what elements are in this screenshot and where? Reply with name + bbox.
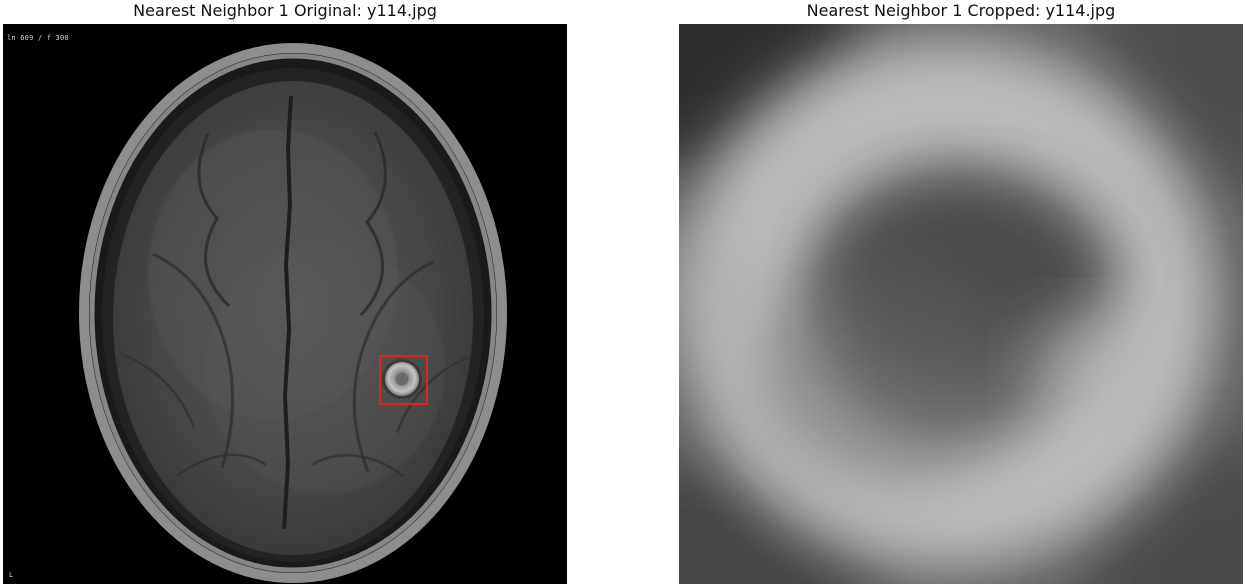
original-mri-image: ln 609 / f 300 L (3, 24, 567, 584)
image-overlay-top-text: ln 609 / f 300 (7, 34, 69, 42)
cropped-mri-image (679, 24, 1243, 584)
original-mri-svg (3, 24, 567, 584)
cropped-image-title: Nearest Neighbor 1 Cropped: y114.jpg (806, 1, 1116, 20)
cropped-mri-svg (679, 24, 1243, 584)
image-overlay-bottom-text: L (9, 571, 14, 579)
original-image-panel: Nearest Neighbor 1 Original: y114.jpg (3, 0, 567, 584)
cropped-image-panel: Nearest Neighbor 1 Cropped: y114.jpg (679, 0, 1243, 584)
original-image-title: Nearest Neighbor 1 Original: y114.jpg (133, 1, 437, 20)
